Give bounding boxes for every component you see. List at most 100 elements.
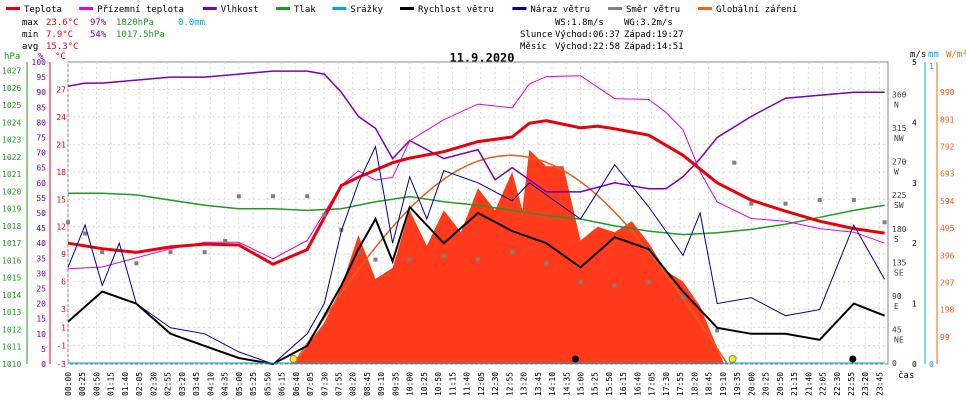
legend-swatch-3 (276, 7, 290, 10)
tick-x-7: 02:55 (164, 372, 173, 396)
info-block: WS:1.8m/s WG:3.2m/s Slunce Východ:06:37 … (520, 18, 684, 52)
tick-celsius-8: 3 (61, 305, 66, 314)
tick-x-42: 17:30 (662, 372, 671, 396)
stat-max-press: 1020hPa (116, 18, 154, 28)
tick-x-44: 18:20 (690, 372, 699, 396)
stat-avg-label: avg (22, 42, 38, 52)
legend-label-2: Vlhkost (221, 5, 259, 15)
wind-dir-point-12 (356, 250, 361, 255)
tick-x-28: 11:40 (463, 372, 472, 396)
tick-celsius-4: 15 (56, 195, 66, 204)
tick-x-38: 15:50 (605, 372, 614, 396)
tick-dir-6: 90 (892, 292, 902, 301)
tick-hpa-8: 1019 (2, 205, 21, 214)
tick-percent-2: 90 (36, 88, 46, 97)
info-ws: WS:1.8m/s (555, 18, 604, 28)
tick-wm-0: 990 (940, 88, 955, 97)
wind-dir-point-3 (134, 261, 139, 266)
axis-mm-label: mm (928, 50, 939, 60)
tick-wm-8: 198 (940, 306, 955, 315)
tick-percent-14: 30 (36, 269, 46, 278)
tick-x-29: 12:05 (477, 372, 486, 396)
tick-x-14: 05:50 (263, 372, 272, 396)
chart-title: 11.9.2020 (449, 51, 514, 65)
legend-label-7: Směr větru (626, 5, 680, 15)
stat-avg-temp: 15.3°C (46, 42, 79, 52)
tick-x-53: 22:05 (819, 372, 828, 396)
legend-label-5: Rychlost větru (418, 5, 494, 15)
tick-hpa-13: 1014 (2, 291, 21, 300)
tick-x-54: 22:30 (833, 372, 842, 396)
stat-min-hum: 54% (90, 30, 107, 40)
tick-x-30: 12:30 (491, 372, 500, 396)
legend-swatch-8 (698, 7, 712, 10)
tick-x-46: 19:10 (719, 372, 728, 396)
tick-percent-16: 20 (36, 300, 46, 309)
wind-dir-point-14 (407, 257, 412, 262)
wind-dir-point-0 (66, 220, 70, 225)
stat-min-temp: 7.9°C (46, 30, 73, 40)
tick-x-51: 21:15 (790, 372, 799, 396)
wind-dir-point-5 (202, 250, 207, 255)
tick-dir-4: 180 (892, 225, 907, 234)
info-moonset: Západ:14:51 (624, 42, 684, 52)
tick-x-48: 20:00 (747, 372, 756, 396)
tick-wm-4: 594 (940, 197, 955, 206)
tick-celsius-7: 6 (61, 278, 66, 287)
tick-dirlabel-2: W (894, 168, 899, 177)
wind-dir-point-27 (817, 197, 822, 202)
tick-ms-1: 4 (912, 118, 917, 127)
axis-celsius-label: °C (55, 52, 66, 62)
info-sun-label: Slunce (520, 30, 553, 40)
axis-hpa-label: hPa (4, 52, 20, 62)
wind-dir-point-1 (83, 231, 88, 236)
tick-percent-8: 60 (36, 179, 46, 188)
tick-hpa-16: 1011 (2, 343, 21, 352)
tick-celsius-2: 21 (56, 140, 66, 149)
tick-dir-2: 270 (892, 158, 907, 167)
wind-dir-point-20 (612, 283, 617, 288)
tick-ms-4: 1 (912, 300, 917, 309)
wind-dir-point-17 (510, 250, 515, 255)
legend: Teplota Přízemní teplota Vlhkost Tlak Srážky… (6, 5, 797, 15)
info-moonrise: Východ:22:58 (555, 42, 620, 52)
stat-max-temp: 23.6°C (46, 18, 79, 28)
tick-x-47: 19:35 (733, 372, 742, 396)
tick-x-13: 05:25 (249, 372, 258, 396)
legend-swatch-5 (400, 7, 414, 10)
tick-x-40: 16:40 (633, 372, 642, 396)
tick-x-3: 01:15 (107, 372, 116, 396)
tick-hpa-15: 1012 (2, 325, 21, 334)
moonset-marker (571, 355, 579, 363)
wind-dir-point-9 (305, 194, 310, 199)
tick-ms-5: 0 (912, 360, 917, 369)
tick-x-37: 15:25 (591, 372, 600, 396)
tick-x-41: 17:05 (648, 372, 657, 396)
tick-dirlabel-3: SW (894, 201, 904, 210)
tick-mm-0: 1 (929, 62, 934, 71)
tick-wm-5: 495 (940, 224, 955, 233)
tick-percent-12: 40 (36, 239, 46, 248)
tick-x-10: 04:10 (206, 372, 215, 396)
legend-label-1: Přízemní teplota (97, 5, 184, 15)
legend-label-8: Globální záření (716, 5, 797, 15)
wind-dir-point-7 (236, 194, 241, 199)
tick-celsius-5: 12 (56, 223, 66, 232)
tick-celsius-11: -3 (56, 360, 66, 369)
stat-max-hum: 97% (90, 18, 107, 28)
legend-swatch-7 (608, 7, 622, 10)
legend-label-3: Tlak (294, 5, 316, 15)
tick-dir-8: 0 (892, 359, 897, 368)
tick-x-43: 17:55 (676, 372, 685, 396)
tick-x-25: 10:25 (420, 372, 429, 396)
legend-swatch-2 (202, 7, 217, 10)
tick-celsius-9: 1 (61, 323, 66, 332)
tick-x-45: 18:45 (705, 372, 714, 396)
wind-dir-point-16 (476, 257, 480, 262)
tick-percent-0: 100 (32, 58, 47, 67)
tick-x-22: 09:10 (377, 372, 386, 396)
tick-x-57: 23:45 (875, 372, 884, 396)
series-radiation-max-curve (292, 154, 729, 365)
tick-x-24: 10:00 (406, 372, 415, 396)
